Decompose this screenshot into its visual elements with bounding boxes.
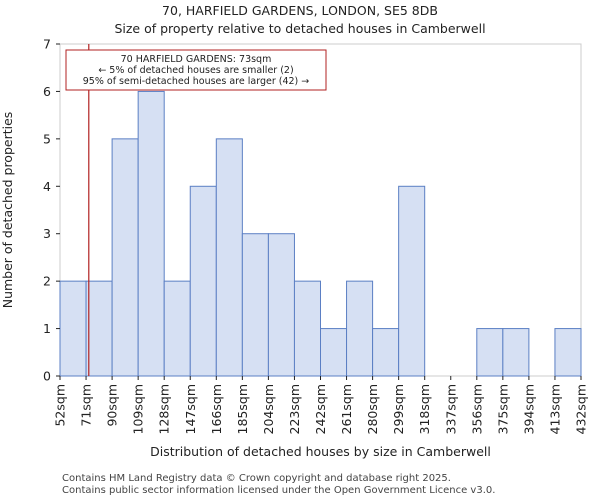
annotation-box [65, 49, 327, 91]
bar [320, 328, 348, 377]
bar [163, 280, 191, 377]
x-tick-label: 299sqm [391, 384, 406, 434]
footer-line-2: Contains public sector information licen… [62, 485, 496, 496]
bar [241, 233, 269, 377]
y-tick-label: 2 [43, 274, 51, 289]
x-tick-label: 223sqm [287, 384, 302, 434]
x-tick-label: 432sqm [574, 384, 589, 434]
x-tick-label: 356sqm [469, 384, 484, 434]
bar [111, 138, 139, 377]
y-tick-label: 3 [43, 226, 51, 241]
bar [502, 328, 530, 377]
annotation-line-3: 95% of semi-detached houses are larger (… [83, 76, 310, 87]
y-tick-label: 5 [43, 131, 51, 146]
annotation-line-2: ← 5% of detached houses are smaller (2) [98, 65, 293, 76]
chart-title: 70, HARFIELD GARDENS, LONDON, SE5 8DB [162, 3, 438, 18]
x-tick-label: 128sqm [157, 384, 172, 434]
x-tick-label: 204sqm [261, 384, 276, 434]
bar [215, 138, 243, 377]
x-tick-label: 280sqm [365, 384, 380, 434]
chart-subtitle: Size of property relative to detached ho… [114, 21, 486, 36]
x-tick-label: 242sqm [313, 384, 328, 434]
x-tick-label: 394sqm [521, 384, 536, 434]
x-tick-label: 413sqm [547, 384, 562, 434]
x-tick-label: 90sqm [105, 384, 120, 427]
x-tick-label: 71sqm [79, 384, 94, 427]
y-tick-label: 1 [43, 321, 51, 336]
bar [398, 185, 426, 377]
bar [267, 233, 295, 377]
bar [476, 328, 504, 377]
y-tick-label: 6 [43, 84, 51, 99]
x-tick-label: 109sqm [131, 384, 146, 434]
bar [372, 328, 400, 377]
x-tick-label: 52sqm [53, 384, 68, 427]
y-tick-label: 0 [43, 369, 51, 384]
bar [554, 328, 582, 377]
x-axis-label: Distribution of detached houses by size … [150, 444, 491, 459]
x-tick-label: 318sqm [417, 384, 432, 434]
x-tick-label: 375sqm [495, 384, 510, 434]
y-axis-label: Number of detached properties [0, 112, 15, 309]
x-tick-label: 261sqm [339, 384, 354, 434]
bar [59, 280, 87, 377]
x-tick-label: 166sqm [209, 384, 224, 434]
bar [137, 90, 165, 377]
bar [346, 280, 374, 377]
x-tick-label: 337sqm [443, 384, 458, 434]
y-tick-label: 7 [43, 37, 51, 52]
bar [85, 280, 113, 377]
bar [293, 280, 322, 377]
y-tick-label: 4 [43, 179, 51, 194]
footer-line-1: Contains HM Land Registry data © Crown c… [62, 473, 451, 484]
x-tick-label: 185sqm [235, 384, 250, 434]
x-tick-label: 147sqm [183, 384, 198, 434]
bar [189, 185, 217, 377]
annotation-line-1: 70 HARFIELD GARDENS: 73sqm [121, 54, 272, 65]
